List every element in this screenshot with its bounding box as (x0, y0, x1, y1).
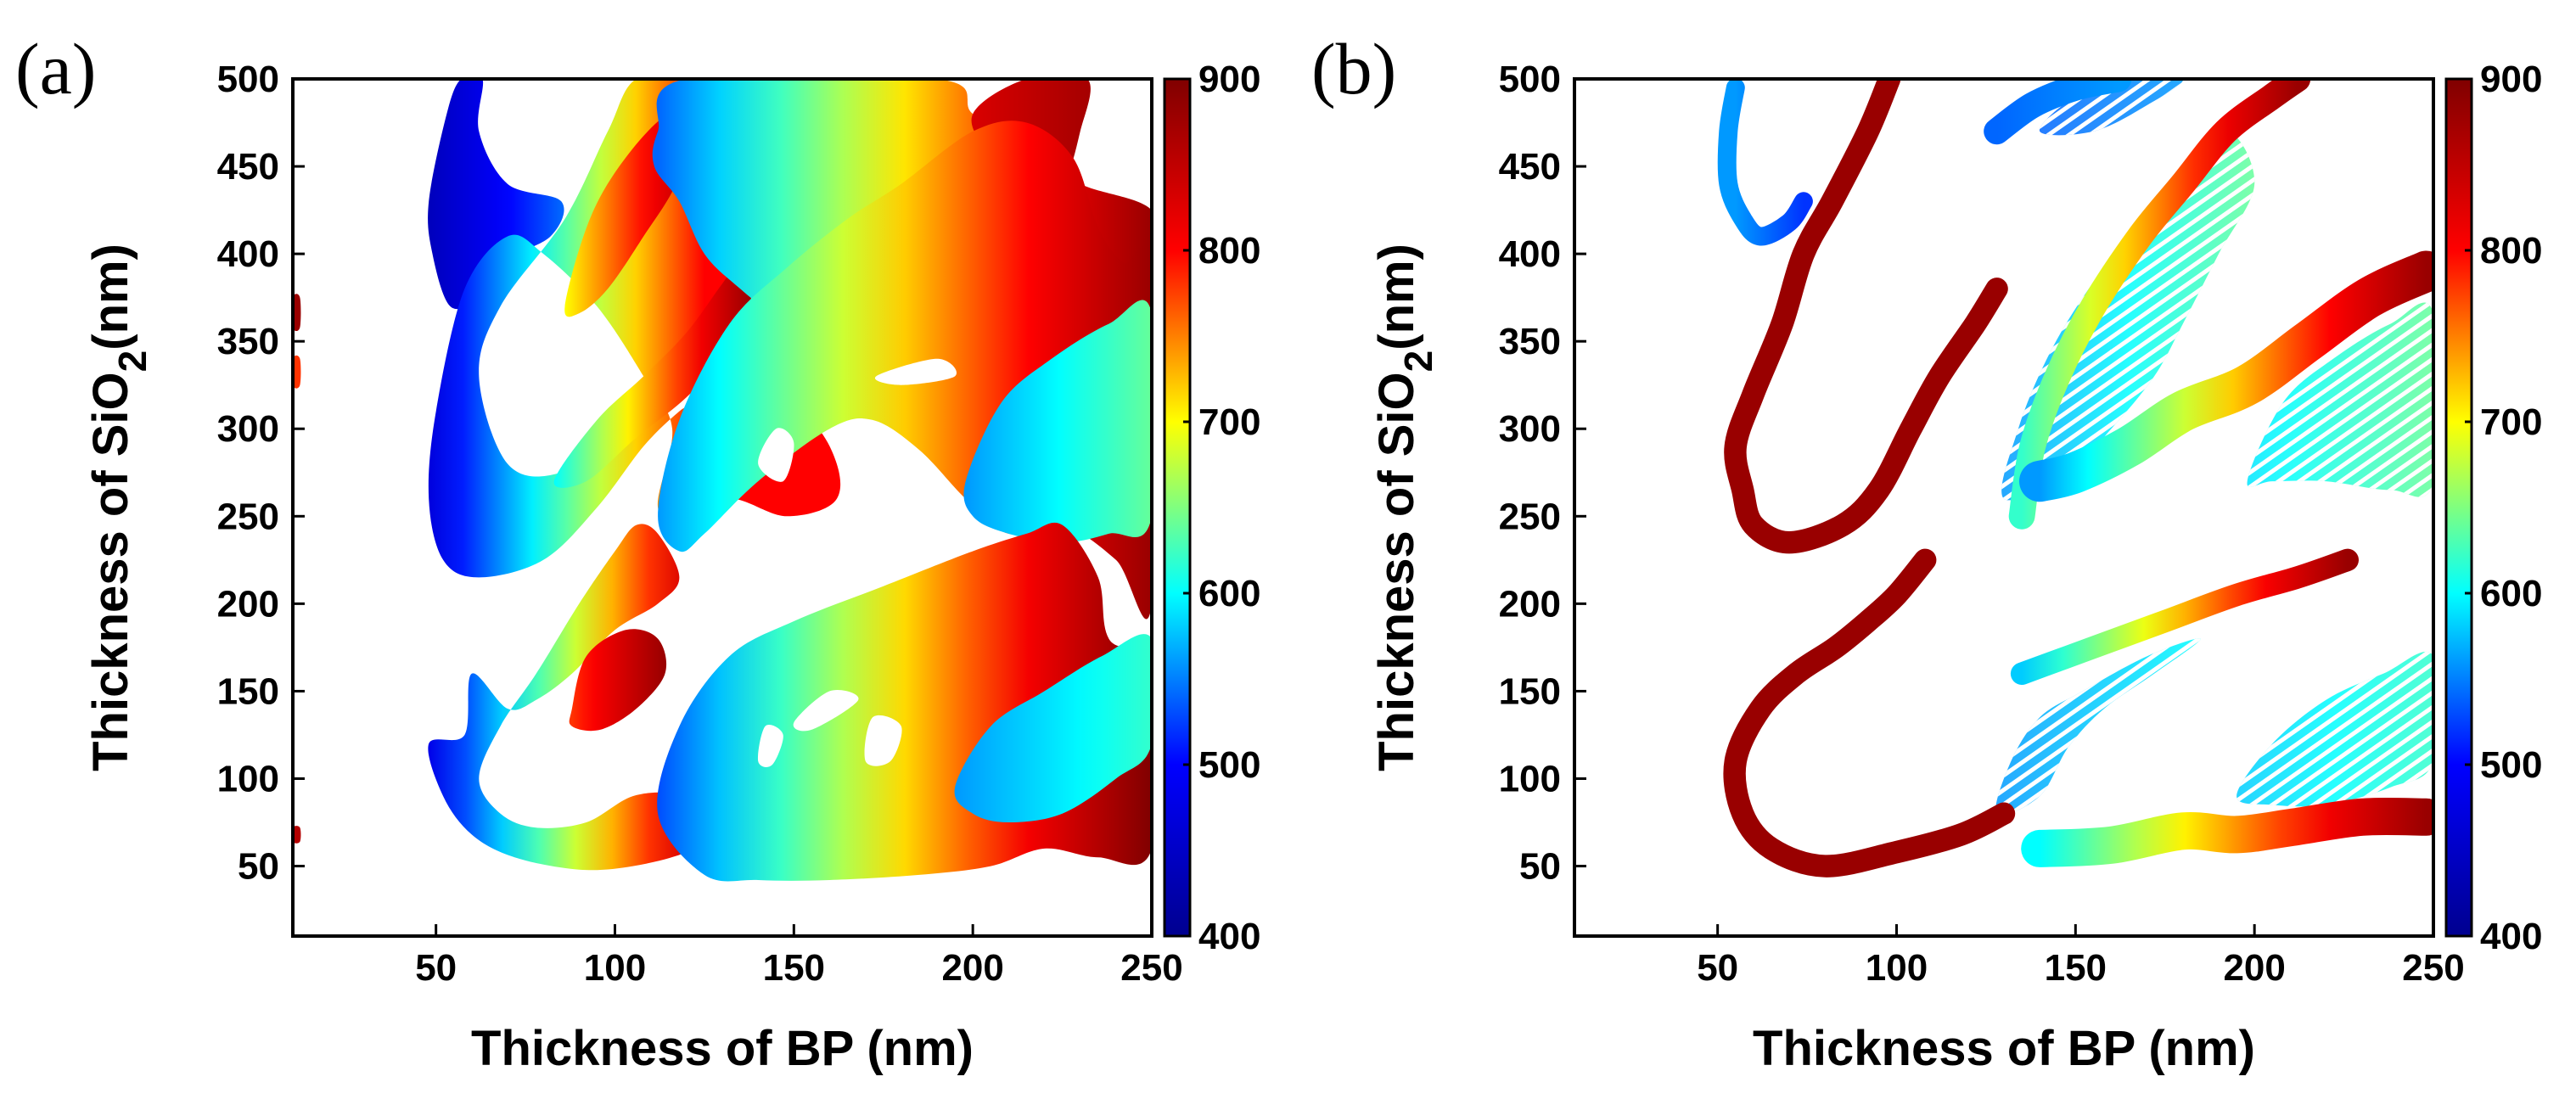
y-tick-label: 450 (1499, 146, 1561, 188)
region-edge-mark-2 (293, 355, 301, 389)
texture-hatch-upper-hatched-sheet (2001, 131, 2255, 501)
hole-hole-a4 (864, 715, 902, 766)
x-axis-title-a: Thickness of BP (nm) (471, 1021, 974, 1076)
plot-b-area (1717, 79, 2433, 878)
colorbar-tick-label: 900 (2480, 59, 2542, 100)
y-tick-label: 350 (1499, 321, 1561, 362)
y-axis-title-a-sub: 2 (110, 350, 154, 373)
panel-a: (a) 50 100 150 200 250 50 100 150 200 250 300 350 4… (15, 28, 1260, 1076)
y-tick-label: 300 (217, 408, 279, 450)
hole-hole-a1 (758, 428, 794, 482)
plot-a-area (293, 79, 1152, 882)
panel-b: (b) 50 100 150 200 250 50 100 150 200 250 300 350 4… (1311, 28, 2542, 1076)
y-tick-label: 400 (217, 233, 279, 275)
texture-hatch-top-hatch-b (2040, 79, 2183, 136)
y-tick-label: 100 (1499, 758, 1561, 799)
colorbar-tick-label: 400 (2480, 916, 2542, 957)
region-edge-mark-3 (293, 826, 301, 844)
y-tick-label: 150 (1499, 670, 1561, 712)
y-ticks-b: 50 100 150 200 250 300 350 400 450 500 (1499, 59, 1586, 888)
x-tick-label: 100 (1866, 947, 1928, 989)
y-tick-label: 250 (217, 496, 279, 537)
panel-b-label: (b) (1311, 28, 1396, 109)
y-tick-label: 400 (1499, 233, 1561, 275)
curve-lower-ridge-b (1723, 548, 2016, 878)
curve-lower-sweep-b (2010, 548, 2359, 685)
colorbar-b: 400 500 600 700 800 900 (2444, 59, 2542, 957)
x-tick-label: 250 (1120, 947, 1182, 989)
colorbar-tick-label: 800 (2480, 230, 2542, 272)
colorbar-gradient (2444, 77, 2473, 938)
colorbar-tick-label: 400 (1198, 916, 1260, 957)
region-red-band-mid (553, 261, 752, 488)
region-right-cyan-strip (963, 300, 1152, 543)
y-tick-label: 300 (1499, 408, 1561, 450)
x-tick-label: 50 (415, 947, 457, 989)
plot-a-frame (291, 77, 1153, 938)
region-lower-red-pocket (569, 629, 667, 732)
x-tick-label: 200 (941, 947, 1003, 989)
region-lower-right-cyan (954, 634, 1152, 822)
texture-hatch-lower-right-hatch (2236, 651, 2433, 807)
svg-text:Thickness of SiO2(nm): Thickness of SiO2(nm) (83, 244, 154, 771)
curve-top-right-wisps (1984, 79, 2132, 145)
colorbar-tick-label: 700 (2480, 401, 2542, 443)
y-ticks-a: 50 100 150 200 250 300 350 400 450 500 (217, 59, 305, 888)
curve-lower-rib-b (2021, 797, 2433, 867)
x-axis-title-b: Thickness of BP (nm) (1753, 1021, 2255, 1076)
x-tick-label: 150 (763, 947, 825, 989)
y-tick-label: 500 (1499, 59, 1561, 100)
x-tick-label: 150 (2045, 947, 2107, 989)
y-tick-label: 100 (217, 758, 279, 799)
y-tick-label: 200 (1499, 583, 1561, 625)
curve-upper-sweep-b (2008, 79, 2311, 530)
region-edge-mark-1 (293, 294, 301, 332)
x-ticks-b: 50 100 150 200 250 (1697, 924, 2465, 989)
region-upper-left-lobe (428, 79, 564, 310)
y-axis-title-b-unit: (nm) (1369, 244, 1424, 350)
colorbar-tick-label: 500 (1198, 744, 1260, 786)
y-axis-title-a: Thickness of SiO2(nm) (83, 244, 154, 771)
colorbar-tick-label: 800 (1198, 230, 1260, 272)
y-tick-label: 50 (1519, 846, 1561, 888)
y-axis-title-a-unit: (nm) (83, 244, 138, 350)
texture-hatch-mid-right-hatch (2247, 302, 2433, 497)
y-tick-label: 350 (217, 321, 279, 362)
curve-upper-left-hook (1717, 79, 1813, 246)
x-tick-label: 200 (2223, 947, 2285, 989)
colorbar-a: 400 500 600 700 800 900 (1163, 59, 1260, 957)
x-ticks-a: 50 100 150 200 250 (415, 924, 1183, 989)
panel-a-label: (a) (15, 28, 96, 109)
colorbar-tick-label: 600 (2480, 573, 2542, 614)
hole-hole-a2 (874, 358, 957, 385)
colorbar-tick-label: 600 (1198, 573, 1260, 614)
colorbar-gradient (1163, 77, 1192, 938)
colorbar-tick-label: 900 (1198, 59, 1260, 100)
x-tick-label: 250 (2402, 947, 2464, 989)
y-tick-label: 200 (217, 583, 279, 625)
y-tick-label: 500 (217, 59, 279, 100)
colorbar-tick-label: 700 (1198, 401, 1260, 443)
y-tick-label: 450 (217, 146, 279, 188)
x-tick-label: 50 (1697, 947, 1738, 989)
curve-upper-ridge-b (1724, 79, 2008, 554)
y-axis-title-b-main: Thickness of SiO (1369, 372, 1424, 771)
hole-hole-a5 (793, 690, 859, 732)
y-axis-title-b: Thickness of SiO2(nm) (1369, 244, 1440, 771)
curve-upper-rib-b (2019, 250, 2433, 502)
y-tick-label: 250 (1499, 496, 1561, 537)
svg-text:Thickness of SiO2(nm): Thickness of SiO2(nm) (1369, 244, 1440, 771)
texture-hatch-lower-hatched-sheet (1995, 638, 2201, 816)
x-tick-label: 100 (584, 947, 646, 989)
y-axis-title-b-sub: 2 (1396, 350, 1440, 373)
y-tick-label: 50 (238, 846, 279, 888)
hole-hole-a3 (757, 725, 783, 767)
y-axis-title-a-main: Thickness of SiO (83, 372, 138, 771)
y-tick-label: 150 (217, 670, 279, 712)
plot-b-frame (1573, 77, 2435, 938)
colorbar-tick-label: 500 (2480, 744, 2542, 786)
